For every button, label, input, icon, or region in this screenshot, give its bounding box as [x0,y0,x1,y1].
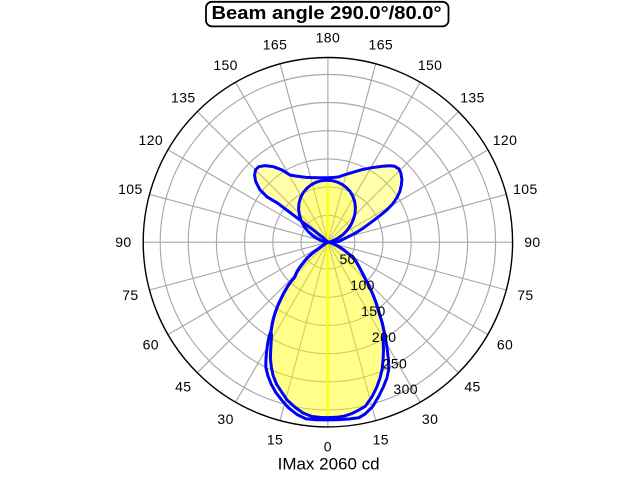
svg-text:150: 150 [361,303,386,319]
svg-text:150: 150 [213,57,238,73]
svg-text:150: 150 [418,57,443,73]
svg-text:105: 105 [513,181,538,197]
svg-text:Beam angle 290.0°/80.0°: Beam angle 290.0°/80.0° [212,3,442,23]
svg-text:75: 75 [122,287,138,303]
svg-text:300: 300 [393,381,418,397]
svg-text:IMax 2060 cd: IMax 2060 cd [278,455,380,474]
svg-text:45: 45 [175,379,191,395]
svg-text:135: 135 [460,90,485,106]
svg-text:0: 0 [324,439,332,455]
svg-text:250: 250 [383,355,408,371]
svg-text:60: 60 [143,336,159,352]
svg-text:90: 90 [115,234,131,250]
svg-text:105: 105 [118,181,143,197]
svg-text:30: 30 [422,411,438,427]
svg-text:120: 120 [139,132,164,148]
svg-text:30: 30 [217,411,233,427]
svg-text:100: 100 [350,277,375,293]
svg-text:50: 50 [340,251,356,267]
svg-text:135: 135 [171,90,196,106]
svg-text:75: 75 [517,287,533,303]
svg-text:15: 15 [267,432,283,448]
svg-text:45: 45 [464,379,480,395]
svg-text:90: 90 [524,234,540,250]
svg-text:180: 180 [316,30,341,46]
svg-text:165: 165 [263,37,288,53]
svg-text:165: 165 [369,37,394,53]
svg-text:120: 120 [493,132,518,148]
svg-text:60: 60 [497,336,513,352]
svg-text:15: 15 [373,432,389,448]
svg-text:200: 200 [372,329,397,345]
